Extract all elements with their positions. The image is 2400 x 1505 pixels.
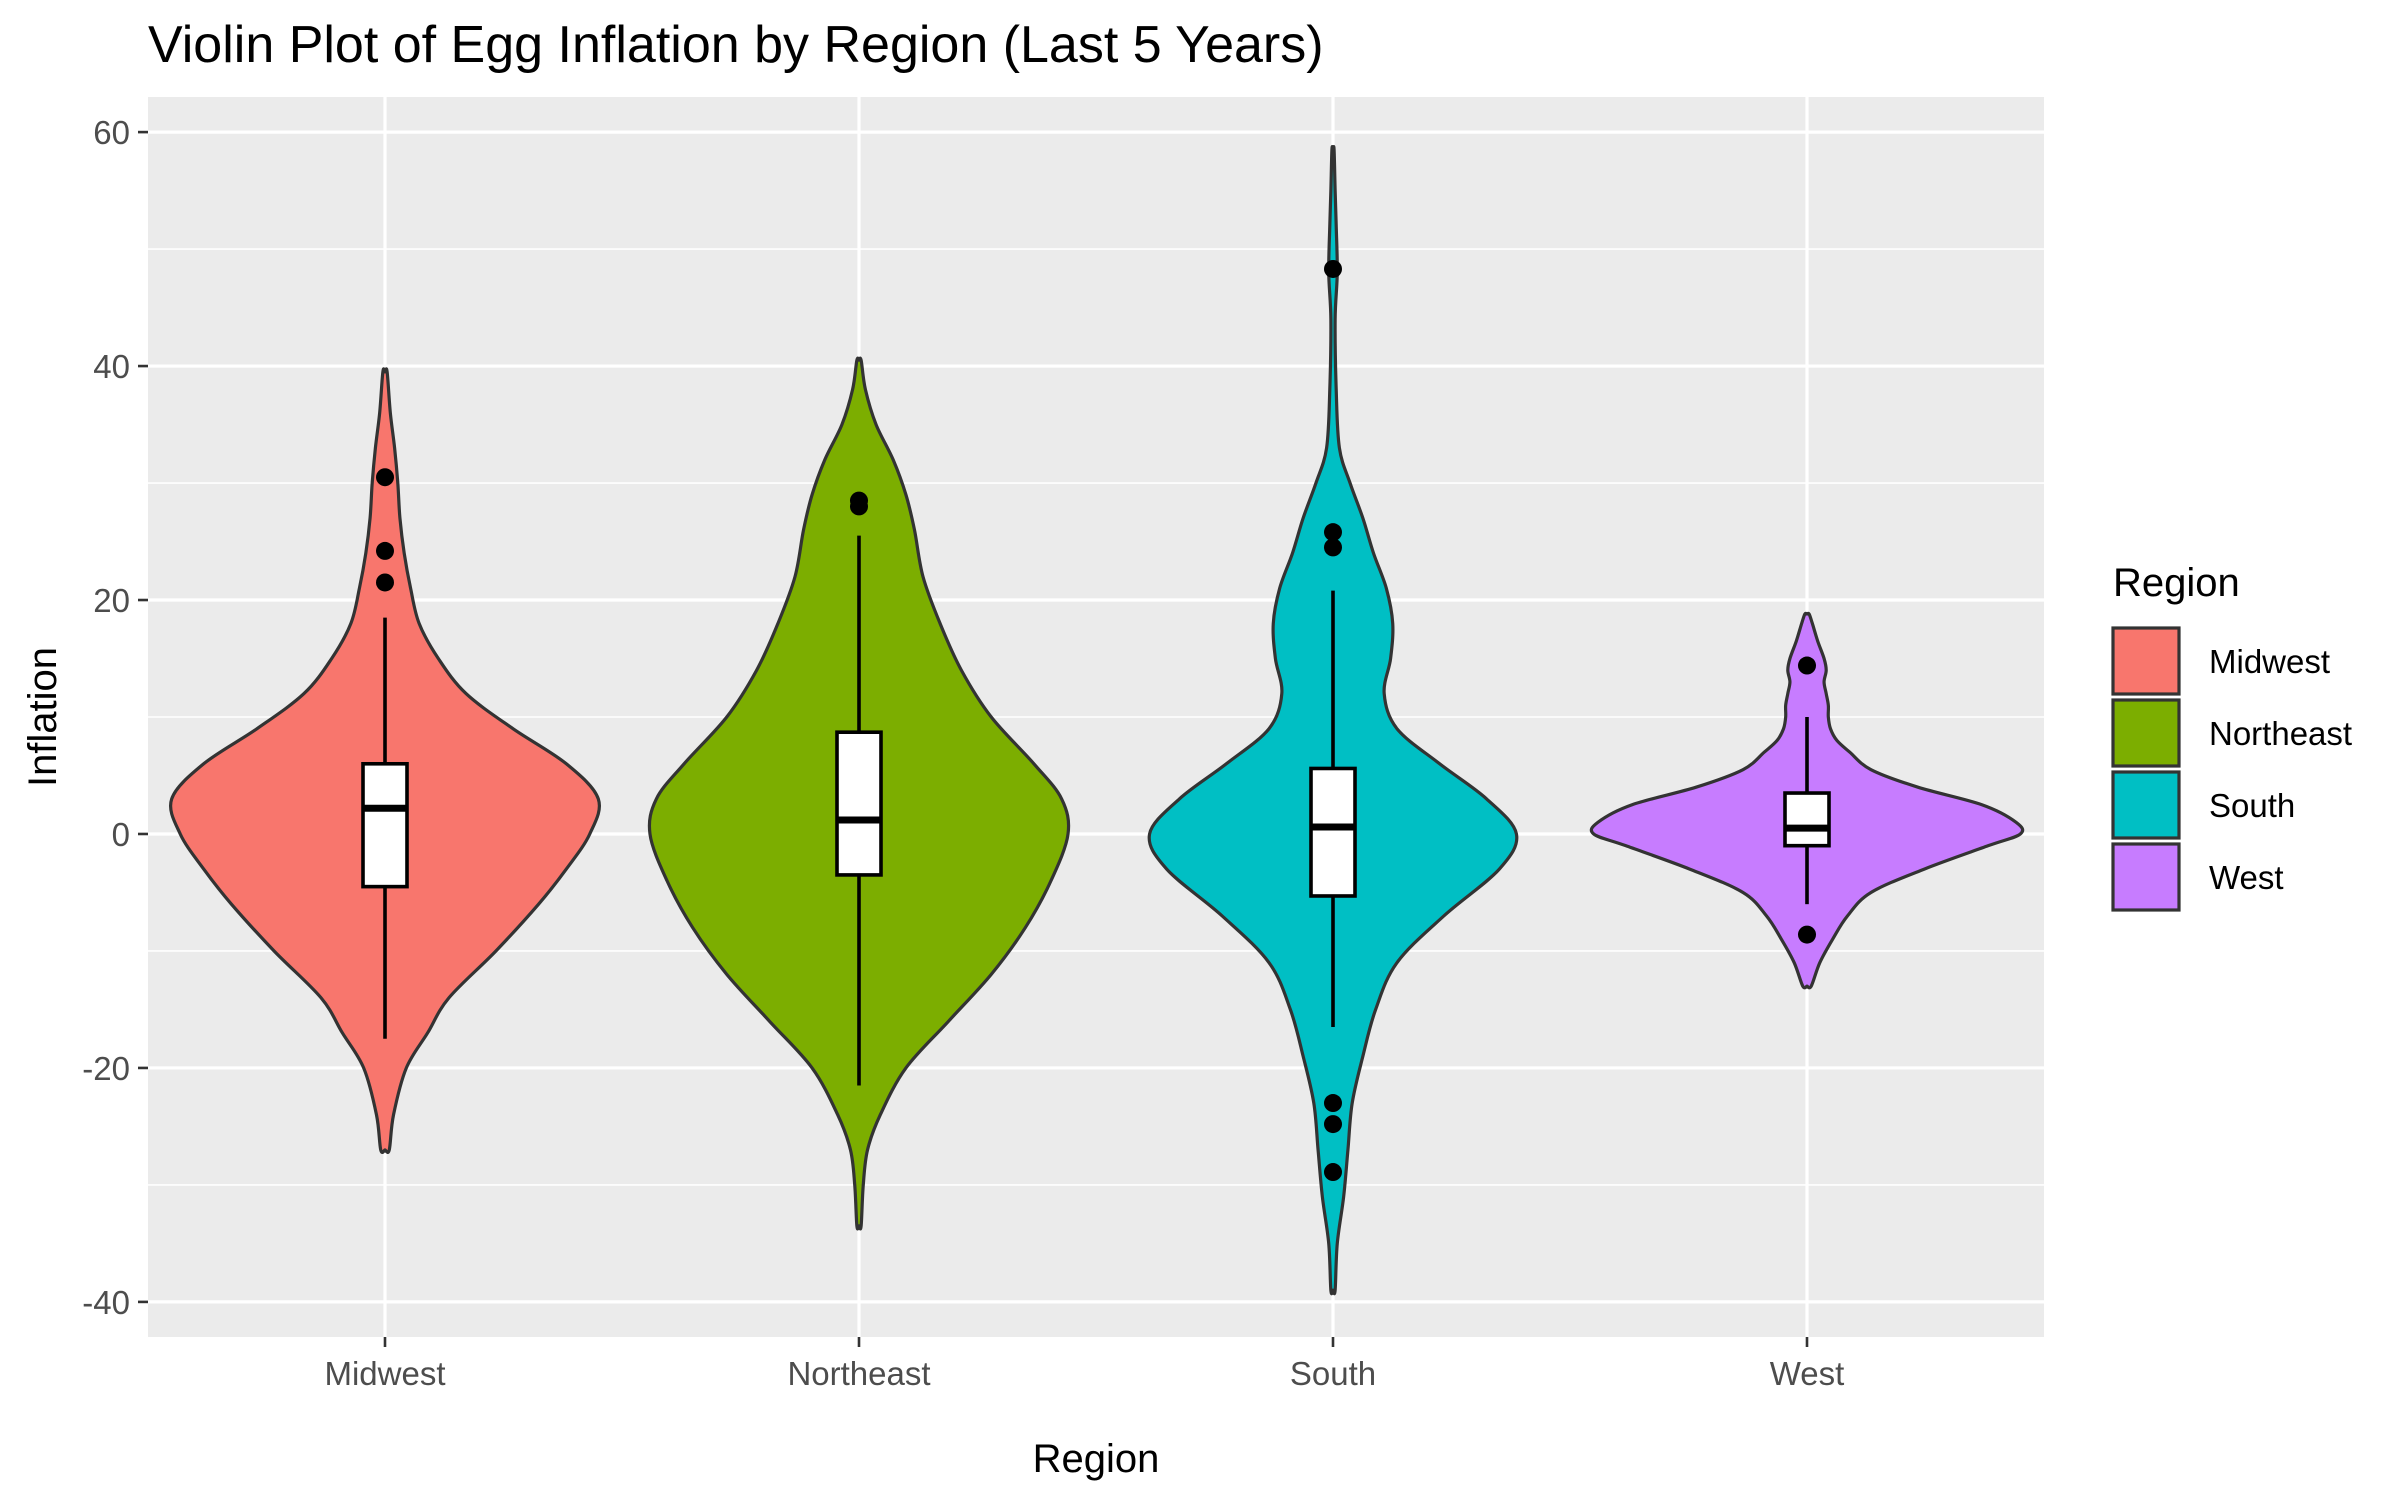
x-axis-title: Region: [1033, 1437, 1160, 1481]
violin-group-south: [1147, 145, 1519, 1296]
legend-key-west: [2111, 842, 2181, 912]
legend-title: Region: [2113, 561, 2240, 605]
outlier-point: [1324, 1163, 1342, 1182]
violin-group-northeast: [647, 356, 1071, 1231]
outlier-point: [376, 573, 394, 592]
outlier-point: [1324, 1094, 1342, 1113]
y-tick-label: 0: [112, 816, 130, 853]
legend-key-south: [2111, 770, 2181, 840]
outlier-point: [1798, 925, 1816, 944]
outlier-point: [1798, 656, 1816, 675]
y-tick-label: -40: [82, 1284, 130, 1321]
box-iqr: [1783, 791, 1831, 848]
legend: Region Midwest Northeast South West: [2111, 561, 2352, 912]
legend-label-midwest: Midwest: [2209, 643, 2330, 680]
outlier-point: [1324, 523, 1342, 542]
legend-label-west: West: [2209, 859, 2284, 896]
outlier-point: [1324, 1115, 1342, 1134]
box-iqr: [835, 730, 883, 877]
y-tick-label: -20: [82, 1050, 130, 1087]
outlier-point: [376, 541, 394, 560]
y-axis-title: Inflation: [21, 647, 65, 787]
violins: [169, 145, 2025, 1296]
violin-group-midwest: [169, 367, 601, 1155]
axes: -40 -20 0 20 40 60 Midwest Northeast South West: [82, 114, 1844, 1392]
outlier-point: [376, 468, 394, 487]
chart-title: Violin Plot of Egg Inflation by Region (…: [148, 16, 1324, 74]
outlier-point: [850, 497, 868, 516]
outlier-point: [1324, 538, 1342, 557]
outlier-point: [1324, 259, 1342, 278]
violin-group-west: [1589, 611, 2025, 990]
x-tick-label: South: [1290, 1355, 1376, 1392]
legend-label-northeast: Northeast: [2209, 715, 2352, 752]
y-tick-label: 20: [93, 582, 130, 619]
box-iqr: [1309, 766, 1357, 898]
legend-label-south: South: [2209, 787, 2295, 824]
y-tick-label: 60: [93, 114, 130, 151]
x-tick-label: Midwest: [324, 1355, 445, 1392]
legend-key-northeast: [2111, 698, 2181, 768]
x-tick-label: Northeast: [787, 1355, 930, 1392]
y-tick-label: 40: [93, 348, 130, 385]
legend-key-midwest: [2111, 626, 2181, 696]
x-tick-label: West: [1770, 1355, 1845, 1392]
box-iqr: [361, 761, 409, 889]
